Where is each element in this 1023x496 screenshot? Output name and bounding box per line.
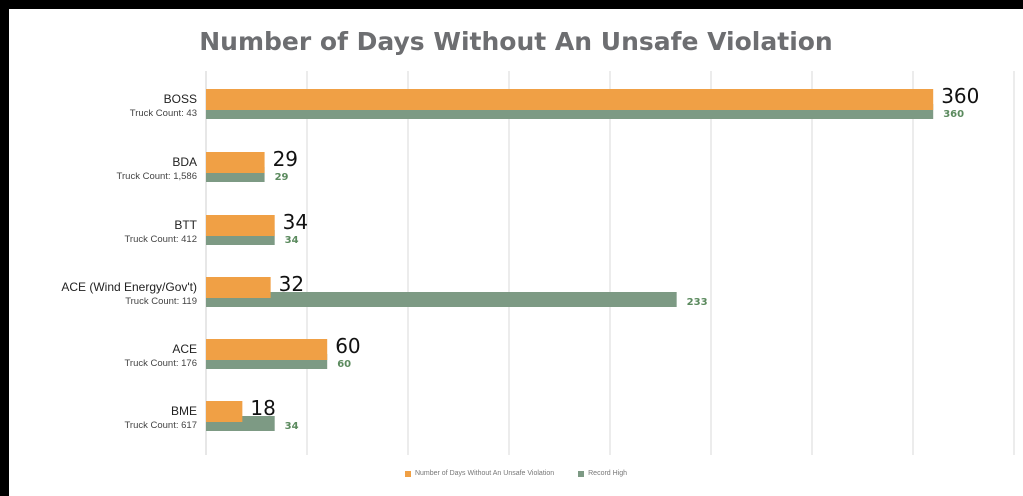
bar-record-high bbox=[206, 292, 677, 307]
category-label: BOSS bbox=[164, 92, 197, 106]
data-label-record: 360 bbox=[943, 109, 964, 120]
category-label: ACE (Wind Energy/Gov't) bbox=[61, 280, 197, 294]
category-truck-count: Truck Count: 1,586 bbox=[117, 171, 197, 182]
category-label: BME bbox=[171, 404, 197, 418]
bar-days-without-violation bbox=[206, 401, 243, 422]
category-truck-count: Truck Count: 617 bbox=[124, 420, 197, 431]
category-label: ACE bbox=[172, 342, 197, 356]
legend-item-record: Record High bbox=[578, 470, 627, 477]
legend: Number of Days Without An Unsafe Violati… bbox=[9, 470, 1023, 477]
category-truck-count: Truck Count: 43 bbox=[130, 108, 197, 119]
legend-label-days: Number of Days Without An Unsafe Violati… bbox=[414, 470, 555, 477]
data-label-days: 34 bbox=[283, 210, 308, 234]
data-label-days: 18 bbox=[250, 396, 275, 420]
category-truck-count: Truck Count: 119 bbox=[125, 296, 197, 307]
category-label: BDA bbox=[172, 155, 197, 169]
data-label-record: 34 bbox=[285, 421, 299, 432]
data-label-days: 32 bbox=[279, 272, 304, 296]
data-label-record: 233 bbox=[687, 297, 708, 308]
data-label-record: 29 bbox=[275, 172, 289, 183]
bar-days-without-violation bbox=[206, 152, 265, 173]
bar-days-without-violation bbox=[206, 89, 934, 110]
legend-label-record: Record High bbox=[588, 470, 628, 477]
chart-frame: Number of Days Without An Unsafe Violati… bbox=[9, 9, 1023, 496]
data-label-days: 60 bbox=[335, 334, 360, 358]
category-label: BTT bbox=[174, 218, 197, 232]
bar-days-without-violation bbox=[206, 215, 275, 236]
data-label-days: 29 bbox=[273, 147, 298, 171]
data-label-record: 34 bbox=[285, 235, 299, 246]
chart-title: Number of Days Without An Unsafe Violati… bbox=[199, 27, 833, 56]
bar-days-without-violation bbox=[206, 277, 271, 298]
category-truck-count: Truck Count: 412 bbox=[124, 234, 197, 245]
legend-swatch-record bbox=[578, 470, 585, 477]
category-truck-count: Truck Count: 176 bbox=[124, 358, 197, 369]
legend-item-days: Number of Days Without An Unsafe Violati… bbox=[404, 470, 555, 477]
data-label-days: 360 bbox=[941, 84, 979, 108]
data-label-record: 60 bbox=[337, 359, 351, 370]
bar-days-without-violation bbox=[206, 339, 328, 360]
legend-swatch-days bbox=[404, 470, 411, 477]
